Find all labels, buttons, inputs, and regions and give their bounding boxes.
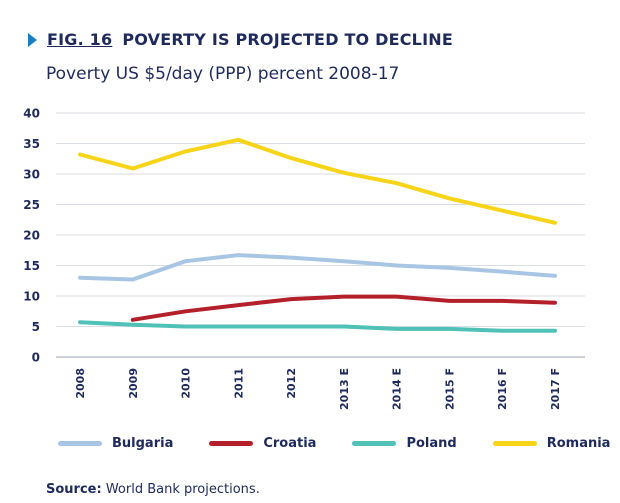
legend-swatch bbox=[58, 441, 102, 446]
y-tick-label: 10 bbox=[23, 290, 40, 304]
legend-item-croatia: Croatia bbox=[209, 436, 316, 451]
figure-title: POVERTY IS PROJECTED TO DECLINE bbox=[122, 30, 453, 49]
series-line-bulgaria bbox=[78, 253, 557, 282]
x-tick-label: 2014 E bbox=[391, 368, 404, 410]
x-tick-label: 2016 F bbox=[496, 368, 509, 410]
y-tick-label: 0 bbox=[32, 351, 40, 365]
legend-item-bulgaria: Bulgaria bbox=[58, 436, 173, 451]
grid-lines bbox=[56, 112, 585, 358]
chart-legend: Bulgaria Croatia Poland Romania bbox=[58, 436, 620, 451]
x-tick-label: 2009 bbox=[127, 368, 140, 399]
legend-item-romania: Romania bbox=[492, 436, 611, 451]
x-tick-label: 2013 E bbox=[338, 368, 351, 410]
x-tick-label: 2011 bbox=[232, 368, 245, 399]
triangle-bullet-icon bbox=[28, 32, 37, 47]
legend-swatch bbox=[352, 441, 397, 446]
series-line-poland bbox=[78, 320, 557, 333]
x-axis: 2008 2009 2010 2011 2012 2013 E 2014 E 2015 F 20… bbox=[74, 368, 562, 410]
figure-number: FIG. 16 bbox=[47, 30, 113, 49]
source-note: Source: World Bank projections. bbox=[46, 482, 260, 497]
x-tick-label: 2008 bbox=[74, 368, 87, 399]
x-tick-label: 2015 F bbox=[443, 368, 456, 410]
x-tick-label: 2012 bbox=[285, 368, 298, 399]
x-tick-label: 2010 bbox=[180, 368, 193, 399]
y-tick-label: 40 bbox=[23, 107, 40, 121]
figure-header: FIG. 16 POVERTY IS PROJECTED TO DECLINE bbox=[28, 30, 453, 49]
y-tick-label: 15 bbox=[23, 259, 40, 273]
y-axis: 0 5 10 15 20 25 30 35 40 bbox=[23, 107, 40, 365]
y-tick-label: 5 bbox=[32, 320, 40, 334]
legend-label: Poland bbox=[406, 436, 457, 451]
chart-subtitle: Poverty US $5/day (PPP) percent 2008-17 bbox=[46, 64, 400, 84]
legend-swatch bbox=[492, 441, 537, 446]
y-tick-label: 25 bbox=[23, 198, 40, 212]
x-tick-label: 2017 F bbox=[549, 368, 562, 410]
line-chart: 0 5 10 15 20 25 30 35 40 2008 2009 2010 2011 2012 201… bbox=[23, 107, 585, 410]
series-lines bbox=[78, 137, 557, 333]
series-line-romania bbox=[78, 137, 557, 225]
source-label: Source: bbox=[46, 482, 102, 497]
legend-label: Romania bbox=[546, 436, 611, 451]
y-tick-label: 30 bbox=[23, 168, 40, 182]
y-tick-label: 35 bbox=[23, 137, 40, 151]
legend-label: Croatia bbox=[263, 436, 317, 451]
y-tick-label: 20 bbox=[23, 229, 40, 243]
legend-label: Bulgaria bbox=[112, 436, 174, 451]
legend-swatch bbox=[209, 441, 254, 446]
legend-item-poland: Poland bbox=[352, 436, 457, 451]
source-text: World Bank projections. bbox=[105, 482, 260, 497]
series-line-croatia bbox=[130, 294, 557, 322]
